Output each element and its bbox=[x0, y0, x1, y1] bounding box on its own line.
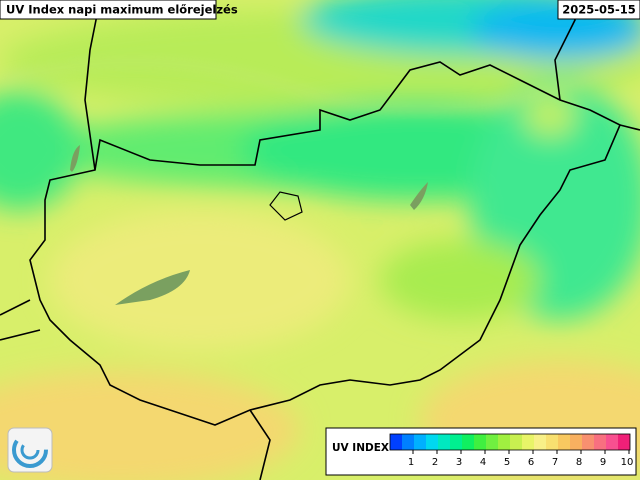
legend-bar-frame bbox=[389, 433, 631, 451]
legend-swatch bbox=[474, 434, 486, 450]
legend-swatch bbox=[438, 434, 450, 450]
legend-swatch bbox=[606, 434, 618, 450]
legend-swatch bbox=[426, 434, 438, 450]
legend-label: UV INDEX bbox=[332, 442, 389, 454]
legend-tick-label: 10 bbox=[621, 457, 634, 468]
legend-swatch bbox=[414, 434, 426, 450]
legend-tick-label: 4 bbox=[480, 457, 486, 468]
lake-tisza bbox=[410, 182, 428, 210]
legend-swatch bbox=[546, 434, 558, 450]
legend-swatch bbox=[594, 434, 606, 450]
legend-swatch bbox=[462, 434, 474, 450]
legend-swatch bbox=[402, 434, 414, 450]
legend-swatch bbox=[534, 434, 546, 450]
legend-swatch bbox=[570, 434, 582, 450]
legend-tick-label: 2 bbox=[432, 457, 438, 468]
legend-tick-label: 5 bbox=[504, 457, 510, 468]
legend-swatch bbox=[498, 434, 510, 450]
budapest bbox=[269, 191, 303, 221]
legend-tick-label: 1 bbox=[408, 457, 414, 468]
legend-tick-label: 6 bbox=[528, 457, 534, 468]
legend-swatch bbox=[582, 434, 594, 450]
title: UV Index napi maximum előrejelzés bbox=[6, 3, 238, 17]
legend-tick-label: 3 bbox=[456, 457, 462, 468]
title-box bbox=[0, 0, 217, 20]
date-box bbox=[557, 0, 640, 20]
hungary-border bbox=[29, 61, 622, 426]
legend-swatch bbox=[510, 434, 522, 450]
lake-ferto bbox=[70, 145, 80, 172]
legend-swatch bbox=[618, 434, 630, 450]
legend-tick-label: 8 bbox=[576, 457, 582, 468]
legend-swatch bbox=[558, 434, 570, 450]
legend-swatch bbox=[450, 434, 462, 450]
legend-swatch bbox=[390, 434, 402, 450]
border-south bbox=[249, 409, 271, 480]
logo bbox=[7, 427, 53, 473]
lake-balaton bbox=[115, 270, 190, 305]
border-east bbox=[619, 124, 640, 131]
legend-swatch bbox=[522, 434, 534, 450]
border-west bbox=[84, 0, 101, 171]
date: 2025-05-15 bbox=[562, 3, 636, 17]
legend-tick-label: 7 bbox=[552, 457, 558, 468]
legend-swatch bbox=[486, 434, 498, 450]
border-sw bbox=[0, 299, 41, 341]
legend-tick-label: 9 bbox=[600, 457, 606, 468]
legend: UV INDEX 1 2 3 4 5 6 7 8 9 10 bbox=[325, 427, 637, 476]
